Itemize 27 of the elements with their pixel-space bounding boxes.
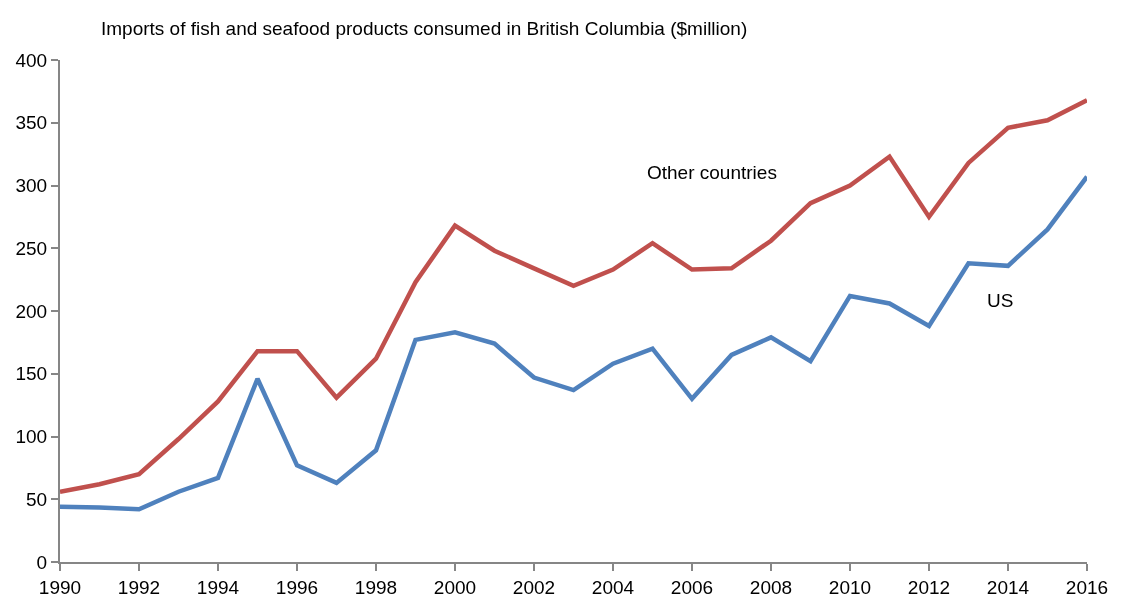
- x-tick-label: 2008: [749, 576, 793, 598]
- y-tick-label: 200: [15, 300, 48, 322]
- y-tick-label: 300: [15, 175, 48, 197]
- line-series: [60, 97, 1087, 494]
- x-tick-label: 1994: [196, 576, 240, 598]
- x-tick-label: 1998: [354, 576, 398, 598]
- x-tick-label: 1992: [117, 576, 161, 598]
- x-tick-label: 2002: [512, 576, 556, 598]
- series-label: Other countries: [647, 162, 777, 183]
- y-tick-label: 0: [36, 551, 48, 573]
- chart-title: Imports of fish and seafood products consumed in British Columbia ($million): [100, 17, 748, 39]
- x-tick-label: 1990: [38, 576, 82, 598]
- x-tick-label: 2004: [591, 576, 635, 598]
- x-tick-label: 2006: [670, 576, 714, 598]
- x-tick-label: 2010: [828, 576, 872, 598]
- y-tick-label: 400: [15, 49, 48, 71]
- y-tick-label: 350: [15, 112, 48, 134]
- y-tick-label: 100: [15, 426, 48, 448]
- x-tick-label: 2016: [1065, 576, 1109, 598]
- x-tick-label: 2012: [907, 576, 951, 598]
- series-label: US: [987, 290, 1014, 311]
- x-tick-label: 2014: [986, 576, 1030, 598]
- y-tick-label: 250: [15, 237, 48, 259]
- y-tick-label: 50: [26, 488, 48, 510]
- y-tick-label: 150: [15, 363, 48, 385]
- x-tick-label: 1996: [275, 576, 319, 598]
- x-tick-label: 2000: [433, 576, 477, 598]
